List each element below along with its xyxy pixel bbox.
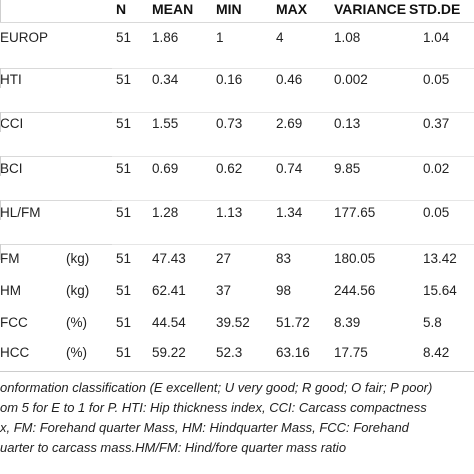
row-min: 52.3 — [216, 345, 243, 360]
row-divider — [112, 244, 474, 245]
row-max: 63.16 — [276, 345, 310, 360]
table-bottom-divider — [0, 371, 474, 372]
header-mean: MEAN — [152, 1, 194, 17]
row-divider — [0, 200, 112, 201]
row-unit: (%) — [66, 315, 87, 330]
row-unit: (%) — [66, 345, 87, 360]
row-variable: CCI — [0, 116, 24, 131]
header-n: N — [116, 1, 127, 17]
row-divider — [112, 112, 474, 113]
row-divider — [112, 68, 474, 69]
footnote-line-1: onformation classification (E excellent;… — [0, 380, 433, 395]
header-min: MIN — [216, 1, 242, 17]
column-border — [0, 68, 1, 88]
column-border — [0, 112, 1, 132]
row-min: 1.13 — [216, 205, 243, 220]
column-border — [0, 244, 1, 260]
row-unit: (kg) — [66, 251, 90, 266]
header-std: STD.DE — [409, 1, 461, 17]
row-max: 0.74 — [276, 161, 303, 176]
row-max: 1.34 — [276, 205, 303, 220]
row-variable: HCC — [0, 345, 30, 360]
table-header: N MEAN MIN MAX VARIANCE STD.DE — [0, 0, 474, 22]
row-n: 51 — [116, 283, 132, 298]
row-mean: 59.22 — [152, 345, 186, 360]
row-divider — [112, 200, 474, 201]
header-max: MAX — [276, 1, 308, 17]
row-mean: 44.54 — [152, 315, 186, 330]
row-max: 98 — [276, 283, 292, 298]
row-n: 51 — [116, 345, 132, 360]
header-divider — [0, 22, 474, 23]
row-min: 27 — [216, 251, 232, 266]
row-divider — [112, 156, 474, 157]
row-mean: 62.41 — [152, 283, 186, 298]
row-mean: 1.55 — [152, 116, 179, 131]
row-min: 39.52 — [216, 315, 250, 330]
row-variable: BCI — [0, 161, 23, 176]
row-variance: 9.85 — [334, 161, 361, 176]
footnote-line-2: om 5 for E to 1 for P. HTI: Hip thicknes… — [0, 400, 427, 415]
footnote-line-4: uarter to carcass mass.HM/FM: Hind/fore … — [0, 440, 347, 455]
footnote-line-3: x, FM: Forehand quarter Mass, HM: Hindqu… — [0, 420, 409, 435]
row-variance: 17.75 — [334, 345, 368, 360]
row-max: 51.72 — [276, 315, 310, 330]
row-variance: 8.39 — [334, 315, 361, 330]
row-divider — [0, 156, 112, 157]
column-border — [0, 0, 1, 22]
row-std: 13.42 — [423, 251, 457, 266]
row-mean: 47.43 — [152, 251, 186, 266]
row-std: 8.42 — [423, 345, 450, 360]
row-n: 51 — [116, 72, 132, 87]
row-mean: 0.34 — [152, 72, 179, 87]
row-min: 1 — [216, 30, 224, 45]
row-min: 0.73 — [216, 116, 243, 131]
row-variable: HL/FM — [0, 205, 41, 220]
row-std: 0.05 — [423, 72, 450, 87]
row-divider — [0, 244, 112, 245]
row-std: 15.64 — [423, 283, 457, 298]
row-std: 0.02 — [423, 161, 450, 176]
row-variance: 177.65 — [334, 205, 376, 220]
row-std: 1.04 — [423, 30, 450, 45]
row-n: 51 — [116, 161, 132, 176]
row-mean: 1.86 — [152, 30, 179, 45]
row-std: 0.05 — [423, 205, 450, 220]
row-mean: 0.69 — [152, 161, 179, 176]
row-variable: FCC — [0, 315, 28, 330]
column-border — [0, 200, 1, 220]
row-max: 0.46 — [276, 72, 303, 87]
row-n: 51 — [116, 30, 132, 45]
row-variable: HM — [0, 283, 21, 298]
row-min: 0.62 — [216, 161, 243, 176]
row-divider — [0, 112, 112, 113]
row-std: 0.37 — [423, 116, 450, 131]
row-max: 4 — [276, 30, 284, 45]
row-variance: 0.002 — [334, 72, 368, 87]
row-n: 51 — [116, 251, 132, 266]
row-min: 37 — [216, 283, 232, 298]
row-variable: FM — [0, 251, 20, 266]
row-n: 51 — [116, 205, 132, 220]
row-max: 2.69 — [276, 116, 303, 131]
column-border — [0, 156, 1, 176]
row-variance: 1.08 — [334, 30, 361, 45]
row-std: 5.8 — [423, 315, 442, 330]
row-divider — [0, 68, 112, 69]
row-unit: (kg) — [66, 283, 90, 298]
row-mean: 1.28 — [152, 205, 179, 220]
row-max: 83 — [276, 251, 292, 266]
row-min: 0.16 — [216, 72, 243, 87]
row-n: 51 — [116, 116, 132, 131]
row-variance: 0.13 — [334, 116, 361, 131]
row-variable: HTI — [0, 72, 22, 87]
row-variance: 244.56 — [334, 283, 376, 298]
row-variable: EUROP — [0, 30, 49, 45]
header-variance: VARIANCE — [334, 1, 407, 17]
row-variance: 180.05 — [334, 251, 376, 266]
row-n: 51 — [116, 315, 132, 330]
